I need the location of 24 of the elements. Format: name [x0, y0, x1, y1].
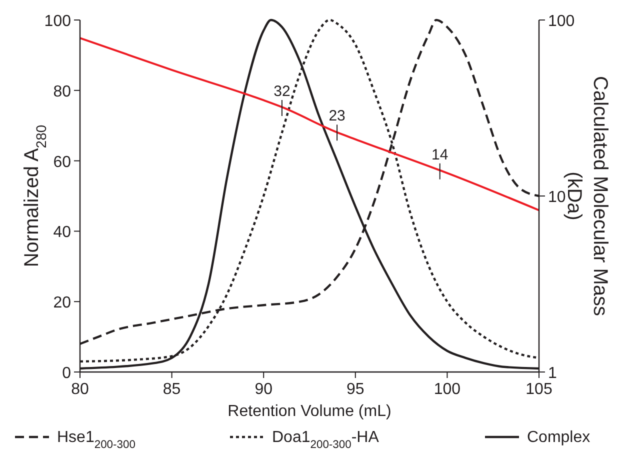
x-tick-label: 90	[254, 381, 273, 398]
y-tick-label: 0	[62, 365, 72, 382]
legend-label: Complex	[527, 429, 590, 446]
legend-label: Hse1$_{200-300}$	[57, 429, 136, 451]
x-tick-label: 80	[71, 381, 89, 398]
x-tick-label: 85	[162, 381, 181, 398]
legend-label: Doa1$_{200-300}$-HA	[272, 429, 380, 451]
x-tick-label: 105	[526, 381, 552, 398]
y-tick-label: 40	[53, 224, 72, 242]
y-tick-label: 60	[53, 154, 72, 171]
y-tick-label: 20	[53, 294, 72, 312]
y-tick-label: 80	[53, 83, 72, 100]
line-series	[79, 37, 540, 212]
annotation: 23	[328, 108, 346, 125]
annotation: 32	[274, 83, 290, 100]
y2-tick-label: 10	[548, 189, 566, 206]
y2-axis-title: Calculated Molecular Mass (kDa)	[563, 76, 611, 316]
annotation: 14	[432, 146, 448, 164]
x-tick-label: 100	[434, 381, 461, 398]
y2-tick-label: 100	[548, 13, 575, 30]
x-tick-label: 95	[346, 381, 364, 398]
x-axis-title: Retention Volume (mL)	[228, 403, 392, 420]
y-tick-label: 100	[44, 13, 72, 30]
y2-tick-label: 1	[548, 365, 557, 382]
